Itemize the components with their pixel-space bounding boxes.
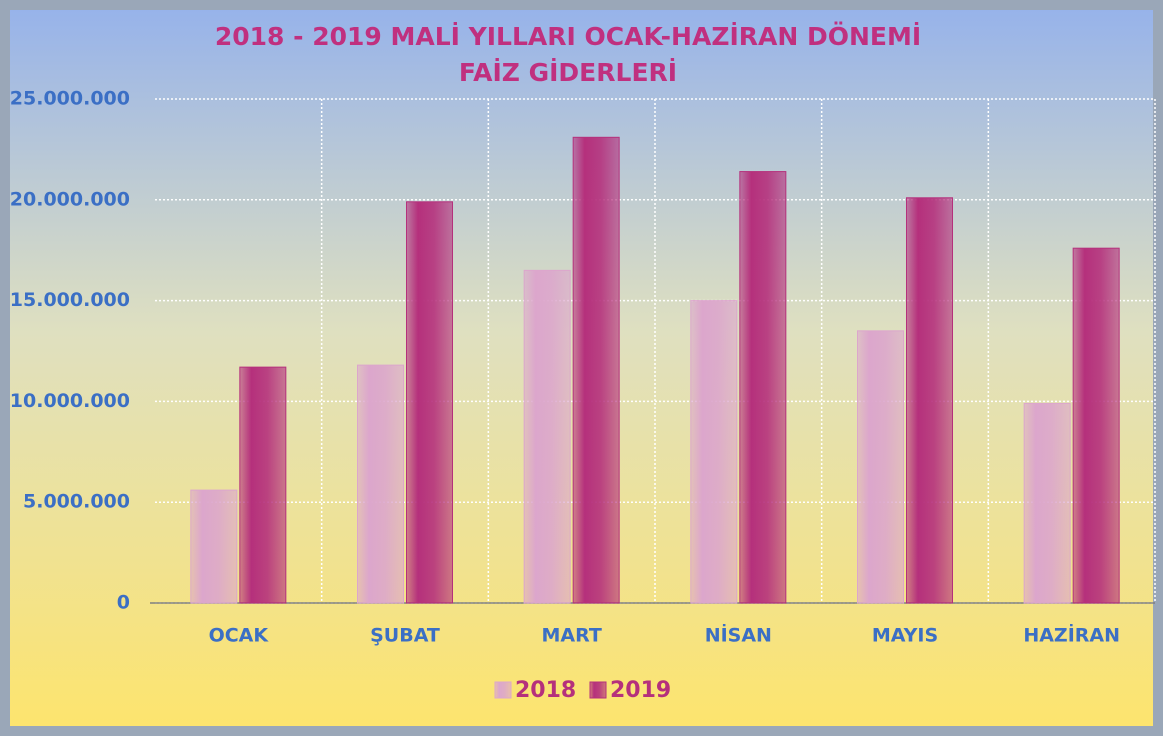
y-tick-label: 15.000.000	[10, 289, 130, 311]
bar	[1023, 402, 1071, 604]
bar	[190, 489, 238, 604]
bar	[523, 269, 571, 604]
bar	[572, 136, 620, 604]
x-tick-label: ŞUBAT	[370, 625, 440, 647]
x-tick-label: MAYIS	[872, 625, 938, 647]
bar	[690, 300, 738, 604]
bar	[857, 330, 904, 604]
bar	[1072, 247, 1120, 604]
legend-label: 2019	[610, 678, 671, 703]
bar	[239, 366, 287, 604]
y-tick-label: 0	[117, 592, 130, 614]
x-tick-label: HAZİRAN	[1023, 623, 1120, 647]
bar	[739, 171, 787, 604]
chart-title: FAİZ GİDERLERİ	[459, 57, 677, 87]
y-tick-label: 25.000.000	[10, 88, 130, 110]
bar	[406, 201, 453, 604]
chart-title: 2018 - 2019 MALİ YILLARI OCAK-HAZİRAN DÖ…	[215, 21, 921, 51]
y-tick-label: 5.000.000	[23, 491, 130, 513]
x-tick-label: OCAK	[209, 625, 270, 647]
x-tick-label: NİSAN	[705, 623, 772, 647]
legend-swatch	[589, 681, 607, 699]
bar	[906, 197, 953, 604]
y-tick-label: 10.000.000	[10, 390, 130, 412]
legend-swatch	[494, 681, 512, 699]
bar	[357, 364, 404, 604]
x-tick-label: MART	[541, 625, 601, 647]
y-tick-label: 20.000.000	[10, 188, 130, 210]
legend-label: 2018	[515, 678, 576, 703]
